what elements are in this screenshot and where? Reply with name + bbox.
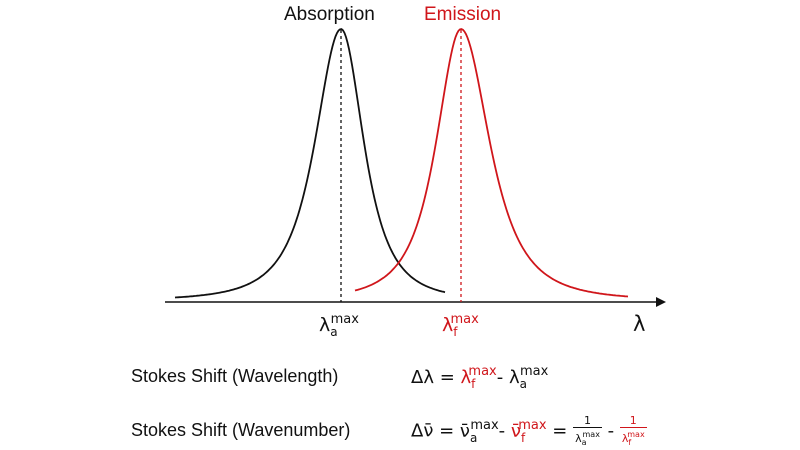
lambda-f-max-term: λfmax <box>460 364 497 391</box>
absorption-curve <box>174 28 446 299</box>
stokes-shift-wavelength-equation: Δλ = λfmax- λamax <box>411 364 548 391</box>
inverse-lambda-a-fraction: 1 λamax <box>573 414 602 447</box>
minus-sign: - <box>498 420 506 442</box>
stokes-shift-wavenumber-label: Stokes Shift (Wavenumber) <box>131 420 351 440</box>
stokes-shift-wavenumber-equation: Δν̄ = ν̄amax- ν̄fmax = 1 λamax - 1 λfmax <box>411 414 647 449</box>
minus-sign: - <box>607 420 615 442</box>
lambda-f-max-label: λfmax <box>442 312 479 339</box>
stokes-shift-wavelength-label: Stokes Shift (Wavelength) <box>131 366 339 386</box>
lambda-symbol: λ <box>442 314 454 336</box>
lambda-a-max-term: λamax <box>508 364 549 391</box>
lambda-a-max-label: λamax <box>319 312 359 339</box>
inverse-lambda-f-fraction: 1 λfmax <box>619 414 647 447</box>
superscript-max: max <box>330 312 359 327</box>
subscript-f: f <box>453 325 458 339</box>
nu-a-max-term: ν̄amax <box>459 417 499 445</box>
emission-label: Emission <box>424 4 502 25</box>
emission-curve <box>354 28 629 298</box>
lambda-axis-label: λ <box>633 312 646 336</box>
lambda-symbol: λ <box>319 314 331 336</box>
absorption-label: Absorption <box>284 4 375 25</box>
delta-lambda: Δλ = <box>411 367 455 388</box>
x-axis-arrowhead <box>656 297 666 307</box>
delta-nu: Δν̄ = <box>411 420 455 442</box>
superscript-max: max <box>450 312 479 327</box>
subscript-a: a <box>330 325 338 339</box>
nu-f-max-term: ν̄fmax <box>510 417 547 445</box>
equals-sign: = <box>552 420 568 442</box>
minus-sign: - <box>496 367 504 388</box>
